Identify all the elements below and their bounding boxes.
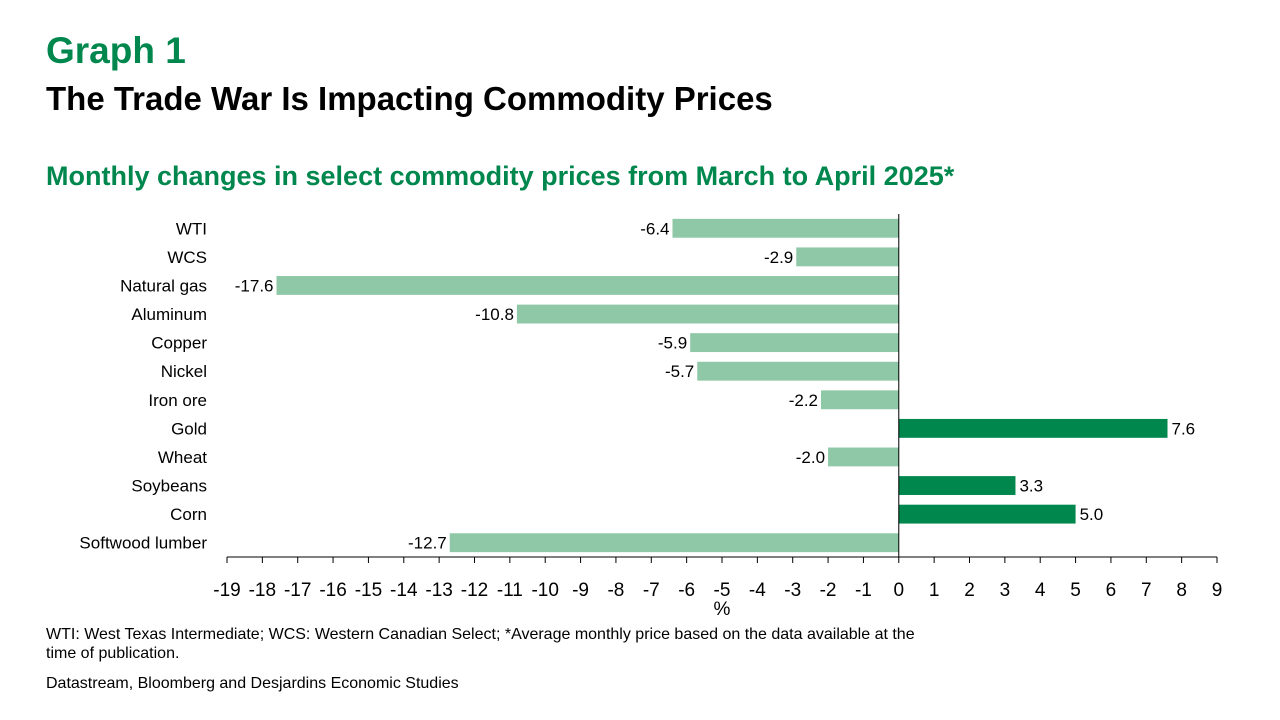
data-label: -2.2 [789,391,818,410]
bar [821,390,899,410]
bar [449,533,899,553]
x-tick-label: 6 [1106,580,1117,601]
x-tick-label: 0 [893,580,904,601]
chart-subtitle: Monthly changes in select commodity pric… [46,161,955,191]
x-tick-label: -11 [497,580,523,601]
x-tick-label: -17 [284,580,311,601]
bar [516,304,899,324]
bar [796,247,899,267]
x-tick-label: 5 [1070,580,1081,601]
bar [672,218,899,238]
x-tick-label: -8 [607,580,624,601]
data-label: -17.6 [235,276,274,295]
bar [898,476,1016,495]
category-label: Iron ore [148,391,207,410]
chart-title: The Trade War Is Impacting Commodity Pri… [46,80,773,117]
category-label: Wheat [158,448,207,467]
bar [898,418,1168,438]
x-tick-label: 2 [964,580,975,601]
x-tick-label: -10 [531,580,558,601]
data-label: -6.4 [640,219,669,238]
category-label: WCS [167,248,207,267]
data-label: 3.3 [1019,477,1043,496]
category-label: Aluminum [131,305,207,324]
x-tick-label: -16 [319,580,346,601]
category-label: Soybeans [131,477,207,496]
data-label: 5.0 [1080,505,1104,524]
data-label: -5.9 [658,334,687,353]
data-label: -12.7 [408,534,447,553]
x-tick-label: -4 [749,580,766,601]
category-label: Nickel [161,362,207,381]
x-tick-label: -5 [714,580,731,601]
x-tick-label: -15 [355,580,382,601]
x-tick-label: 4 [1035,580,1046,601]
x-axis-title: % [714,599,731,620]
x-tick-label: -13 [425,580,452,601]
source-note: Datastream, Bloomberg and Desjardins Eco… [46,675,459,692]
category-label: Copper [151,334,207,353]
x-tick-label: 9 [1212,580,1223,601]
bar [697,361,899,381]
data-label: -2.0 [796,448,825,467]
category-label: Corn [170,505,207,524]
bar [828,447,899,467]
x-tick-label: -6 [678,580,695,601]
bar [898,504,1076,524]
x-tick-label: -18 [249,580,276,601]
data-label: -5.7 [665,362,694,381]
category-label: WTI [176,219,207,238]
footnote: WTI: West Texas Intermediate; WCS: Weste… [46,626,915,662]
x-tick-label: -12 [461,580,488,601]
x-tick-label: -14 [390,580,418,601]
data-label: -10.8 [475,305,514,324]
x-tick-label: -2 [820,580,837,601]
bar [690,333,899,353]
data-label: 7.6 [1172,419,1196,438]
x-tick-label: 1 [929,580,940,601]
category-label: Natural gas [120,276,207,295]
x-tick-label: -3 [784,580,801,601]
x-tick-label: -19 [213,580,240,601]
category-label: Gold [171,419,207,438]
x-tick-label: -1 [855,580,872,601]
category-label: Softwood lumber [79,534,207,553]
graph-label: Graph 1 [46,30,186,71]
x-tick-label: 3 [1000,580,1011,601]
data-label: -2.9 [764,248,793,267]
x-tick-label: -7 [643,580,660,601]
bar [276,276,899,295]
x-tick-label: 8 [1176,580,1187,601]
x-tick-label: 7 [1141,580,1152,601]
x-tick-label: -9 [572,580,589,601]
